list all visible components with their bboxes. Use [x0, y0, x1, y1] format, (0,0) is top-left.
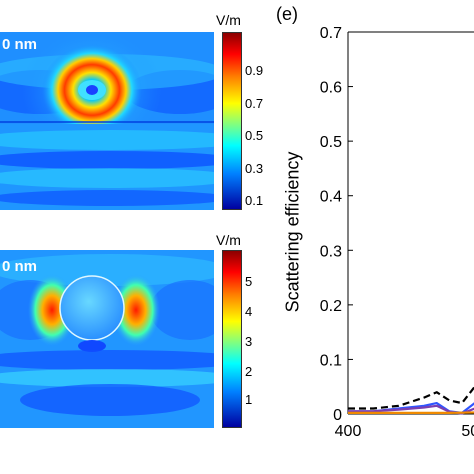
top-colorbar — [222, 32, 242, 210]
y-tick-label: 0.3 — [320, 243, 342, 260]
bottom-colorbar-tick: 5 — [245, 274, 253, 289]
top-field-map-panel: 0 nm — [0, 32, 214, 210]
bottom-colorbar-unit: V/m — [216, 232, 241, 248]
bottom-colorbar-tick: 1 — [245, 392, 253, 407]
series-line-black-dashed — [348, 385, 474, 410]
top-colorbar-unit: V/m — [216, 12, 241, 28]
bottom-field-map-image — [0, 250, 214, 428]
series-line-orange — [348, 411, 474, 414]
bottom-colorbar-tick: 4 — [245, 304, 253, 319]
panel-label: (e) — [276, 4, 298, 24]
y-axis-label: Scattering efficiency — [282, 151, 303, 313]
top-colorbar-tick: 0.7 — [245, 96, 264, 111]
y-tick-label: 0.7 — [320, 25, 342, 42]
top-colorbar-tick: 0.5 — [245, 128, 264, 143]
series-line-blue — [348, 402, 474, 414]
y-tick-label: 0.2 — [320, 298, 342, 315]
x-tick-label: 400 — [335, 423, 362, 440]
bottom-colorbar-tick: 3 — [245, 334, 253, 349]
series-line-purple — [348, 404, 474, 415]
top-field-map-image — [0, 32, 214, 210]
x-tick-label: 500 — [461, 423, 474, 440]
bottom-colorbar-tick: 2 — [245, 364, 253, 379]
y-tick-label: 0.1 — [320, 352, 342, 369]
bottom-map-corner-label: 0 nm — [2, 258, 38, 275]
bottom-field-map-panel: 0 nm — [0, 250, 214, 428]
y-tick-label: 0.6 — [320, 80, 342, 97]
top-colorbar-tick: 0.9 — [245, 63, 264, 78]
y-tick-label: 0 — [333, 407, 342, 424]
top-colorbar-tick: 0.1 — [245, 193, 264, 208]
y-tick-label: 0.5 — [320, 134, 342, 151]
top-map-corner-label: 0 nm — [2, 36, 38, 53]
bottom-colorbar — [222, 250, 242, 428]
top-colorbar-tick: 0.3 — [245, 161, 264, 176]
y-tick-label: 0.4 — [320, 189, 342, 206]
